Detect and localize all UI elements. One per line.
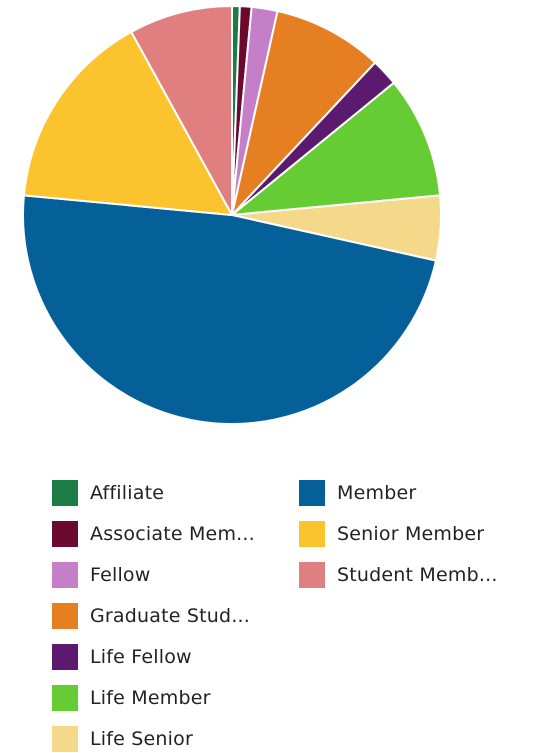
legend-swatch-fellow [52, 562, 78, 588]
legend-item-associate-member[interactable]: Associate Mem... [52, 520, 255, 548]
legend-label-life-senior: Life Senior [90, 728, 193, 750]
legend-item-life-member[interactable]: Life Member [52, 684, 211, 712]
legend-swatch-life-senior [52, 726, 78, 752]
legend-label-life-member: Life Member [90, 687, 211, 709]
legend-item-life-senior[interactable]: Life Senior [52, 725, 193, 753]
legend-swatch-affiliate [52, 480, 78, 506]
legend: Affiliate Associate Mem... Fellow Gradua… [52, 479, 532, 752]
legend-item-graduate-student[interactable]: Graduate Stud... [52, 602, 250, 630]
legend-item-student-member[interactable]: Student Memb... [299, 561, 498, 589]
legend-item-life-fellow[interactable]: Life Fellow [52, 643, 192, 671]
pie-slice-senior-member[interactable] [22, 30, 233, 216]
legend-item-affiliate[interactable]: Affiliate [52, 479, 164, 507]
pie-slice-graduate-stud[interactable] [231, 10, 377, 216]
legend-swatch-student-member [299, 562, 325, 588]
legend-swatch-member [299, 480, 325, 506]
legend-label-member: Member [337, 482, 417, 504]
legend-label-life-fellow: Life Fellow [90, 646, 192, 668]
pie-slice-member[interactable] [22, 194, 437, 425]
legend-label-student-member: Student Memb... [337, 564, 498, 586]
legend-swatch-associate-member [52, 521, 78, 547]
pie-slice-student-memb[interactable] [130, 5, 233, 216]
legend-label-senior-member: Senior Member [337, 523, 485, 545]
legend-item-member[interactable]: Member [299, 479, 416, 507]
legend-label-affiliate: Affiliate [90, 482, 165, 504]
legend-swatch-senior-member [299, 521, 325, 547]
legend-label-fellow: Fellow [90, 564, 151, 586]
legend-swatch-life-fellow [52, 644, 78, 670]
legend-item-fellow[interactable]: Fellow [52, 561, 151, 589]
legend-label-associate-member: Associate Mem... [90, 523, 255, 545]
legend-swatch-life-member [52, 685, 78, 711]
legend-label-graduate-student: Graduate Stud... [90, 605, 251, 627]
legend-swatch-graduate-student [52, 603, 78, 629]
legend-item-senior-member[interactable]: Senior Member [299, 520, 484, 548]
pie-slice-life-member[interactable] [231, 81, 442, 216]
pie-chart [22, 5, 442, 425]
